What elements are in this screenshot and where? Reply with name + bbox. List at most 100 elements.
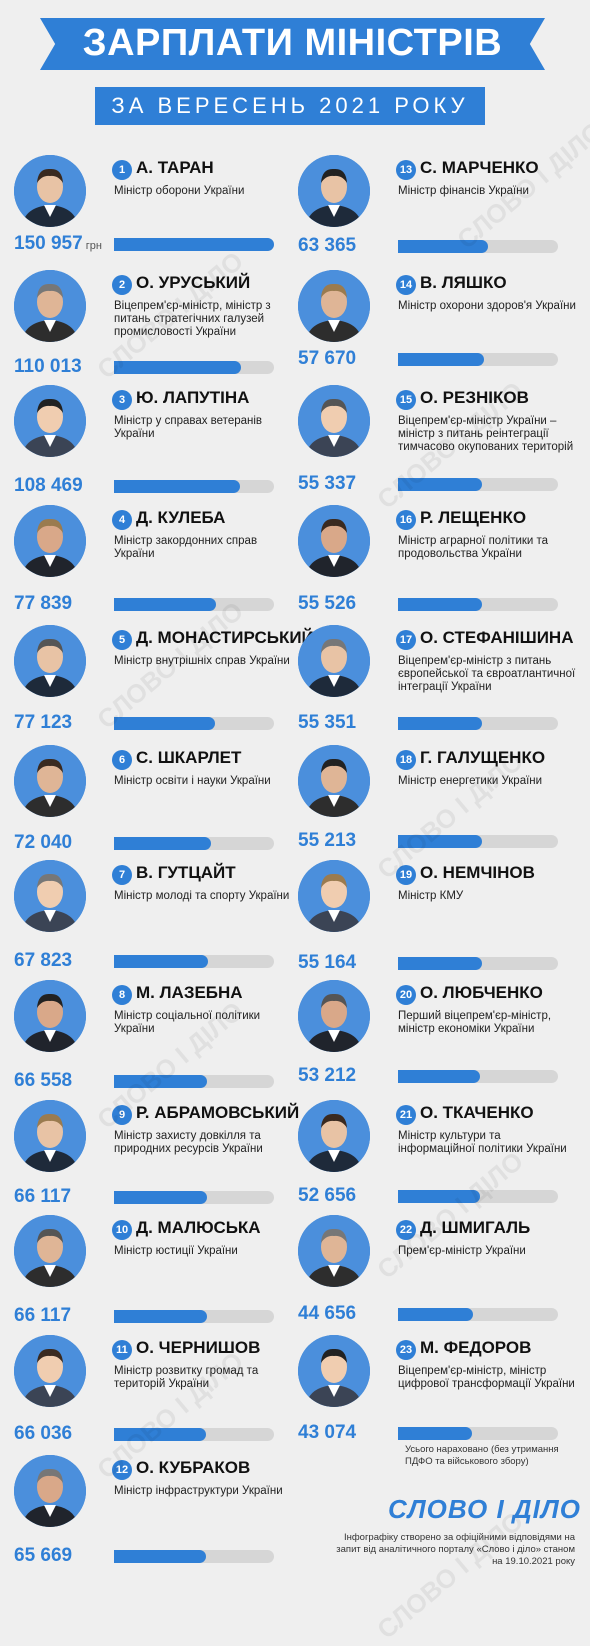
rank-badge: 14 bbox=[396, 275, 416, 295]
salary-bar-track bbox=[398, 835, 558, 848]
salary-bar bbox=[398, 1070, 480, 1083]
salary-bar bbox=[114, 1191, 207, 1204]
minister-role: Міністр інфраструктури України bbox=[114, 1485, 283, 1497]
minister-role: Міністр фінансів України bbox=[398, 185, 529, 197]
minister-role: Міністр розвитку громад та територій Укр… bbox=[114, 1365, 259, 1390]
minister-card: 19 О. НЕМЧІНОВ Міністр КМУ 55 164 bbox=[298, 860, 568, 978]
minister-photo bbox=[298, 1215, 370, 1287]
salary-label: 67 823 bbox=[14, 950, 72, 972]
minister-card: 12 О. КУБРАКОВ Міністр інфраструктури Укра… bbox=[14, 1455, 284, 1573]
salary-label: 110 013 bbox=[14, 356, 82, 378]
salary-bar-track bbox=[398, 957, 558, 970]
minister-card: 8 М. ЛАЗЕБНА Міністр соціальної політики У… bbox=[14, 980, 284, 1098]
minister-role: Міністр культури та інформаційної політи… bbox=[398, 1130, 567, 1155]
minister-photo bbox=[14, 1335, 86, 1407]
minister-role: Віцепрем'єр-міністр, міністр цифрової тр… bbox=[398, 1365, 575, 1390]
salary-bar bbox=[398, 1308, 473, 1321]
salary-label: 72 040 bbox=[14, 832, 72, 854]
minister-role: Міністр освіти і науки України bbox=[114, 775, 271, 787]
minister-name: Д. КУЛЕБА bbox=[136, 508, 226, 527]
minister-name: Г. ГАЛУЩЕНКО bbox=[420, 748, 546, 767]
minister-card: 6 С. ШКАРЛЕТ Міністр освіти і науки Україн… bbox=[14, 745, 284, 863]
rank-badge: 19 bbox=[396, 865, 416, 885]
salary-value: 55 213 bbox=[298, 830, 357, 851]
rank-badge: 7 bbox=[112, 865, 132, 885]
minister-card: 9 Р. АБРАМОВСЬКИЙ Міністр захисту довкілля… bbox=[14, 1100, 299, 1218]
minister-role: Міністр аграрної політики та продовольст… bbox=[398, 535, 549, 560]
minister-photo bbox=[14, 1100, 86, 1172]
source-note: Інфографіку створено за офіційними відпо… bbox=[336, 1532, 575, 1567]
salary-bar bbox=[114, 717, 215, 730]
salary-bar bbox=[114, 1075, 207, 1088]
rank-badge: 17 bbox=[396, 630, 416, 650]
minister-name: В. ЛЯШКО bbox=[420, 273, 507, 292]
rank-badge: 21 bbox=[396, 1105, 416, 1125]
salary-bar-track bbox=[398, 1190, 558, 1203]
salary-label: 108 469 bbox=[14, 475, 83, 497]
salary-value: 66 117 bbox=[14, 1186, 72, 1207]
salary-label: 66 558 bbox=[14, 1070, 72, 1092]
rank-badge: 15 bbox=[396, 390, 416, 410]
salary-bar-track bbox=[114, 1428, 274, 1441]
rank-badge: 4 bbox=[112, 510, 132, 530]
minister-photo bbox=[14, 860, 86, 932]
salary-bar bbox=[398, 478, 482, 491]
salary-bar bbox=[398, 957, 482, 970]
salary-value: 65 669 bbox=[14, 1545, 73, 1566]
minister-card: 10 Д. МАЛЮСЬКА Міністр юстиції України 66 1… bbox=[14, 1215, 284, 1333]
minister-role: Перший віцепрем'єр-міністр, міністр екон… bbox=[398, 1010, 552, 1035]
salary-bar-track bbox=[398, 1308, 558, 1321]
minister-name: Р. ЛЕЩЕНКО bbox=[420, 508, 527, 527]
minister-card: 2 О. УРУСЬКИЙ Віцепрем'єр-міністр, міністр… bbox=[14, 270, 284, 388]
salary-bar bbox=[114, 598, 216, 611]
salary-value: 66 558 bbox=[14, 1070, 73, 1091]
rank-badge: 18 bbox=[396, 750, 416, 770]
salary-bar-track bbox=[114, 480, 274, 493]
salary-value: 67 823 bbox=[14, 950, 73, 971]
minister-role: Міністр енергетики України bbox=[398, 775, 543, 787]
minister-name: С. МАРЧЕНКО bbox=[420, 158, 539, 177]
salary-bar bbox=[398, 1190, 480, 1203]
salary-bar-track bbox=[114, 1075, 274, 1088]
salary-bar bbox=[114, 1550, 206, 1563]
slovo-i-dilo-logo: СЛОВО І ДІЛО bbox=[388, 1494, 581, 1524]
salary-bar bbox=[114, 238, 274, 251]
salary-label: 55 164 bbox=[298, 952, 356, 974]
minister-photo bbox=[298, 1100, 370, 1172]
salary-value: 63 365 bbox=[298, 235, 357, 256]
minister-card: 23 М. ФЕДОРОВ Віцепрем'єр-міністр, міністр… bbox=[298, 1335, 575, 1453]
rank-badge: 22 bbox=[396, 1220, 416, 1240]
minister-name: Д. МОНАСТИРСЬКИЙ bbox=[136, 628, 314, 647]
minister-name: О. КУБРАКОВ bbox=[136, 1458, 251, 1477]
salary-bar-track bbox=[398, 717, 558, 730]
minister-card: 13 С. МАРЧЕНКО Міністр фінансів України 63 … bbox=[298, 155, 568, 273]
salary-value: 55 526 bbox=[298, 593, 357, 614]
minister-name: М. ЛАЗЕБНА bbox=[136, 983, 243, 1002]
minister-card: 22 Д. ШМИГАЛЬ Прем'єр-міністр України 44 65… bbox=[298, 1215, 568, 1333]
salary-bar-track bbox=[114, 1191, 274, 1204]
salary-bar bbox=[398, 353, 484, 366]
salary-label: 66 117 bbox=[14, 1186, 71, 1208]
minister-name: Д. МАЛЮСЬКА bbox=[136, 1218, 261, 1237]
minister-role: Міністр КМУ bbox=[398, 890, 464, 902]
salary-bar bbox=[398, 598, 482, 611]
minister-card: 7 В. ГУТЦАЙТ Міністр молоді та спорту Укра… bbox=[14, 860, 289, 978]
salary-label: 55 337 bbox=[298, 473, 356, 495]
minister-role: Міністр оборони України bbox=[114, 185, 245, 197]
minister-role: Міністр соціальної політики України bbox=[114, 1010, 261, 1035]
minister-role: Віцепрем'єр-міністр, міністр з питань ст… bbox=[114, 300, 271, 338]
minister-name: О. ЧЕРНИШОВ bbox=[136, 1338, 261, 1357]
salary-bar bbox=[398, 835, 482, 848]
page-subtitle: ЗА ВЕРЕСЕНЬ 2021 РОКУ bbox=[111, 93, 469, 118]
minister-photo bbox=[298, 625, 370, 697]
salary-bar-track bbox=[398, 1070, 558, 1083]
salary-value: 66 036 bbox=[14, 1423, 73, 1444]
minister-name: О. УРУСЬКИЙ bbox=[136, 273, 251, 292]
minister-photo bbox=[298, 505, 370, 577]
salary-bar-track bbox=[114, 1310, 274, 1323]
rank-badge: 5 bbox=[112, 630, 132, 650]
salary-value: 108 469 bbox=[14, 475, 83, 496]
minister-name: Р. АБРАМОВСЬКИЙ bbox=[136, 1103, 300, 1122]
minister-name: М. ФЕДОРОВ bbox=[420, 1338, 532, 1357]
minister-name: Д. ШМИГАЛЬ bbox=[420, 1218, 531, 1237]
